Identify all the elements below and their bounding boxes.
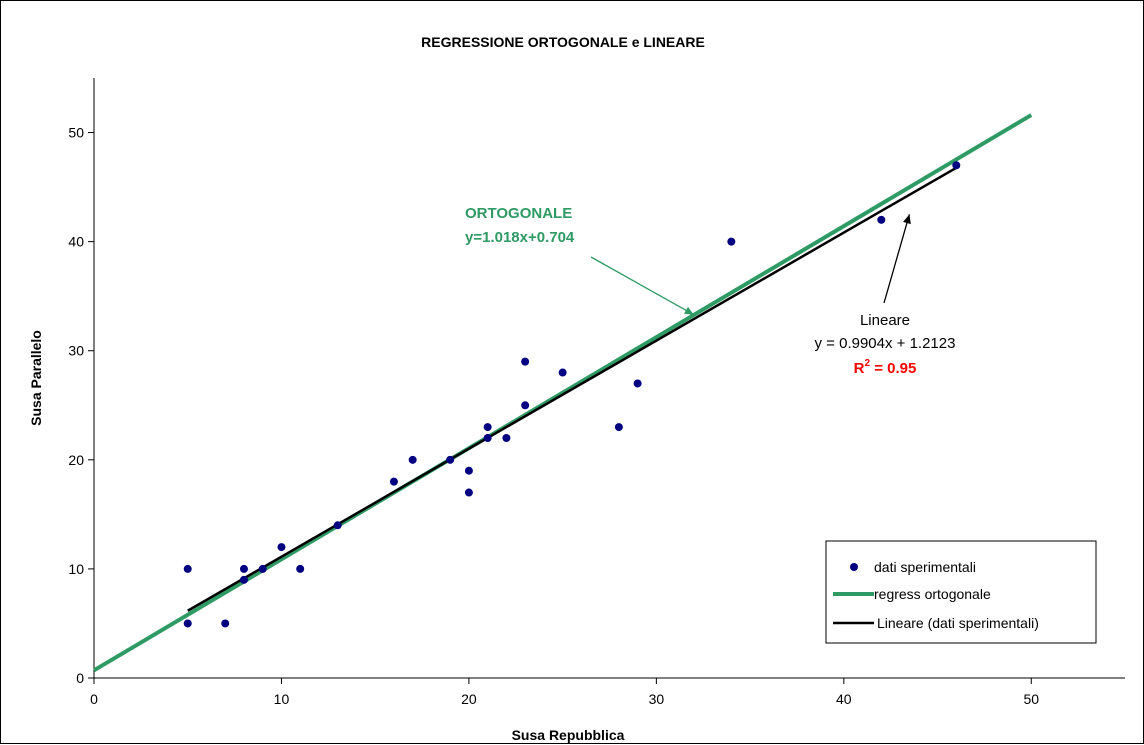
data-point: [558, 368, 567, 377]
data-point: [464, 488, 473, 497]
legend-marker-dati: [850, 563, 858, 571]
data-point: [221, 619, 230, 628]
data-point: [877, 215, 886, 224]
legend: dati sperimentali regress ortogonale Lin…: [825, 540, 1097, 644]
ortogonale-arrow: [590, 256, 695, 316]
data-point: [408, 455, 417, 464]
ortogonale-arrow-head: [684, 306, 694, 315]
data-point: [521, 357, 530, 366]
ortogonale-equation: y=1.018x+0.704: [465, 229, 575, 246]
x-tick-label: 10: [274, 691, 290, 707]
x-tick-label: 0: [90, 691, 98, 707]
data-point: [952, 161, 961, 170]
legend-label-lineare: Lineare (dati sperimentali): [877, 615, 1039, 631]
data-point: [239, 564, 248, 573]
series-lines: [92, 113, 1033, 673]
y-tick-label: 30: [68, 343, 84, 359]
data-point: [239, 575, 248, 584]
ticks: 0 10 20 30 40 50 0 10 20 30 40 50: [68, 125, 1039, 707]
data-point: [483, 434, 492, 442]
data-point: [296, 564, 305, 573]
y-tick-label: 50: [68, 125, 84, 141]
data-point: [258, 564, 267, 573]
lineare-arrow: [883, 214, 911, 304]
legend-label-dati: dati sperimentali: [874, 559, 976, 575]
lineare-arrow-head: [903, 214, 911, 225]
axes: [93, 78, 1125, 679]
linear-regression-line: [187, 166, 957, 612]
ortogonale-title: ORTOGONALE: [465, 205, 572, 222]
chart-title: REGRESSIONE ORTOGONALE e LINEARE: [421, 34, 705, 50]
data-point: [277, 543, 286, 552]
data-point: [333, 521, 342, 530]
data-point: [446, 455, 455, 464]
y-tick-label: 20: [68, 452, 84, 468]
data-point: [464, 466, 473, 475]
x-tick-label: 40: [836, 691, 852, 707]
lineare-r-squared: R2 = 0.95: [854, 358, 917, 377]
orthogonal-regression-line: [92, 113, 1033, 673]
x-axis-label: Susa Repubblica: [512, 727, 625, 743]
data-point: [389, 477, 398, 486]
x-tick-label: 50: [1023, 691, 1039, 707]
data-point: [483, 423, 492, 432]
y-tick-label: 10: [68, 561, 84, 577]
lineare-equation: y = 0.9904x + 1.2123: [815, 335, 956, 352]
x-tick-label: 30: [649, 691, 665, 707]
series-points: [183, 161, 961, 628]
data-point: [183, 564, 192, 573]
ortogonale-annotation: ORTOGONALE y=1.018x+0.704: [465, 205, 575, 246]
data-point: [727, 237, 736, 246]
data-point: [633, 379, 642, 388]
y-tick-label: 0: [76, 670, 84, 686]
legend-label-ortogonale: regress ortogonale: [874, 586, 991, 602]
lineare-annotation: Lineare y = 0.9904x + 1.2123 R2 = 0.95: [815, 312, 956, 377]
r2-rest: = 0.95: [870, 360, 916, 377]
y-tick-label: 40: [68, 234, 84, 250]
x-tick-label: 20: [461, 691, 477, 707]
r2-base: R: [854, 360, 865, 377]
y-axis-label: Susa Parallelo: [28, 330, 44, 426]
lineare-title: Lineare: [860, 312, 910, 329]
data-point: [614, 423, 623, 432]
data-point: [502, 434, 511, 442]
data-point: [183, 619, 192, 628]
annotation-arrows: [590, 214, 911, 316]
data-point: [521, 401, 530, 410]
r2-sup: 2: [864, 358, 870, 369]
